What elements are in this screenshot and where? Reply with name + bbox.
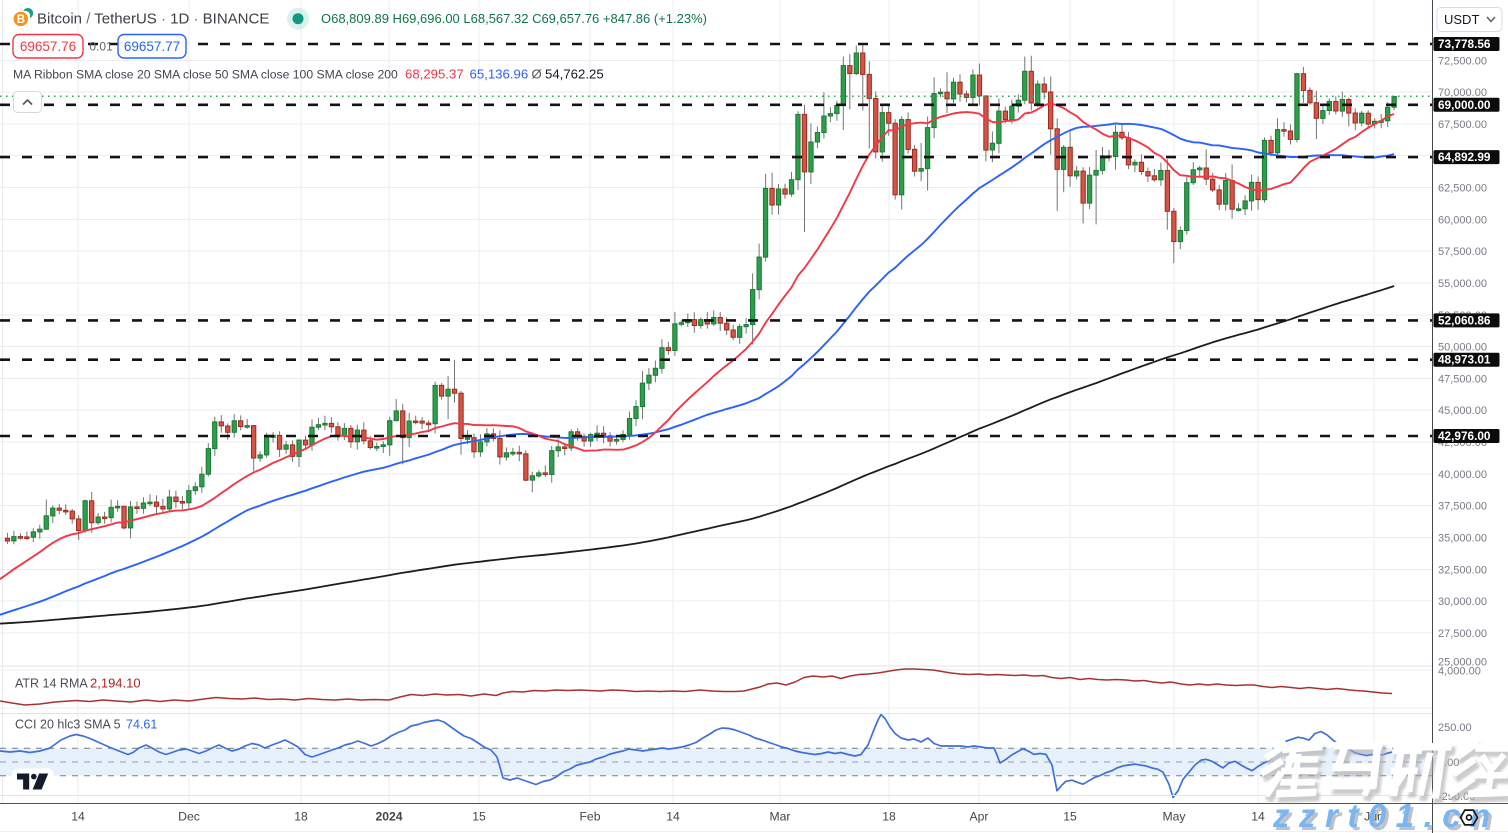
svg-text:0.01: 0.01: [89, 40, 113, 54]
svg-text:2024: 2024: [375, 810, 402, 824]
svg-text:69,000.00: 69,000.00: [1438, 98, 1491, 112]
svg-text:18: 18: [882, 810, 896, 824]
svg-text:69657.77: 69657.77: [124, 39, 180, 54]
svg-text:B: B: [17, 14, 25, 26]
svg-text:72,500.00: 72,500.00: [1438, 55, 1487, 67]
svg-text:MA Ribbon SMA close 20 SMA clo: MA Ribbon SMA close 20 SMA close 50 SMA …: [13, 68, 398, 82]
svg-text:Feb: Feb: [579, 810, 600, 824]
svg-text:48,973.01: 48,973.01: [1438, 353, 1491, 367]
svg-text:27,500.00: 27,500.00: [1438, 628, 1487, 640]
svg-text:25,000.00: 25,000.00: [1438, 657, 1487, 669]
svg-text:Dec: Dec: [178, 810, 200, 824]
svg-text:250.00: 250.00: [1438, 722, 1472, 734]
svg-text:68,295.37: 68,295.37: [405, 67, 464, 82]
svg-text:45,000.00: 45,000.00: [1438, 405, 1487, 417]
svg-text:14: 14: [71, 810, 85, 824]
svg-text:73,778.56: 73,778.56: [1438, 37, 1491, 51]
svg-text:60,000.00: 60,000.00: [1438, 214, 1487, 226]
svg-text:42,976.00: 42,976.00: [1438, 429, 1491, 443]
svg-text:69657.76: 69657.76: [20, 39, 76, 54]
svg-text:50,000.00: 50,000.00: [1438, 342, 1487, 354]
svg-text:30,000.00: 30,000.00: [1438, 596, 1487, 608]
svg-text:zzrt01.cn: zzrt01.cn: [1272, 797, 1500, 833]
svg-text:Bitcoin / TetherUS · 1D · BINA: Bitcoin / TetherUS · 1D · BINANCE: [37, 11, 269, 28]
svg-text:Apr: Apr: [970, 810, 989, 824]
svg-text:4,000.00: 4,000.00: [1438, 666, 1481, 678]
svg-text:zzrt01.cn: zzrt01.cn: [1275, 800, 1503, 833]
svg-text:40,000.00: 40,000.00: [1438, 469, 1487, 481]
svg-text:47,500.00: 47,500.00: [1438, 373, 1487, 385]
svg-text:54,762.25: 54,762.25: [545, 67, 604, 82]
svg-text:14: 14: [666, 810, 680, 824]
svg-text:USDT: USDT: [1444, 12, 1479, 27]
svg-text:Ø: Ø: [532, 67, 542, 82]
svg-text:64,892.99: 64,892.99: [1438, 150, 1491, 164]
svg-text:ATR 14 RMA: ATR 14 RMA: [15, 676, 88, 690]
svg-text:32,500.00: 32,500.00: [1438, 564, 1487, 576]
svg-text:May: May: [1162, 810, 1186, 824]
svg-text:70,000.00: 70,000.00: [1438, 87, 1487, 99]
svg-text:CCI 20 hlc3 SMA 5: CCI 20 hlc3 SMA 5: [15, 717, 121, 731]
svg-text:74.61: 74.61: [126, 717, 157, 731]
svg-text:57,500.00: 57,500.00: [1438, 246, 1487, 258]
svg-text:52,060.86: 52,060.86: [1438, 313, 1491, 327]
svg-text:2,194.10: 2,194.10: [90, 675, 141, 690]
svg-text:62,500.00: 62,500.00: [1438, 183, 1487, 195]
svg-text:18: 18: [294, 810, 308, 824]
svg-text:Jun: Jun: [1364, 810, 1384, 824]
svg-text:55,000.00: 55,000.00: [1438, 278, 1487, 290]
svg-text:Mar: Mar: [770, 810, 791, 824]
svg-text:65,136.96: 65,136.96: [470, 67, 529, 82]
svg-text:37,500.00: 37,500.00: [1438, 501, 1487, 513]
svg-text:67,500.00: 67,500.00: [1438, 119, 1487, 131]
svg-text:15: 15: [1063, 810, 1077, 824]
svg-text:15: 15: [472, 810, 486, 824]
svg-text:35,000.00: 35,000.00: [1438, 533, 1487, 545]
svg-text:14: 14: [1251, 810, 1265, 824]
svg-text:O68,809.89 H69,696.00 L68,567.: O68,809.89 H69,696.00 L68,567.32 C69,657…: [321, 11, 707, 26]
